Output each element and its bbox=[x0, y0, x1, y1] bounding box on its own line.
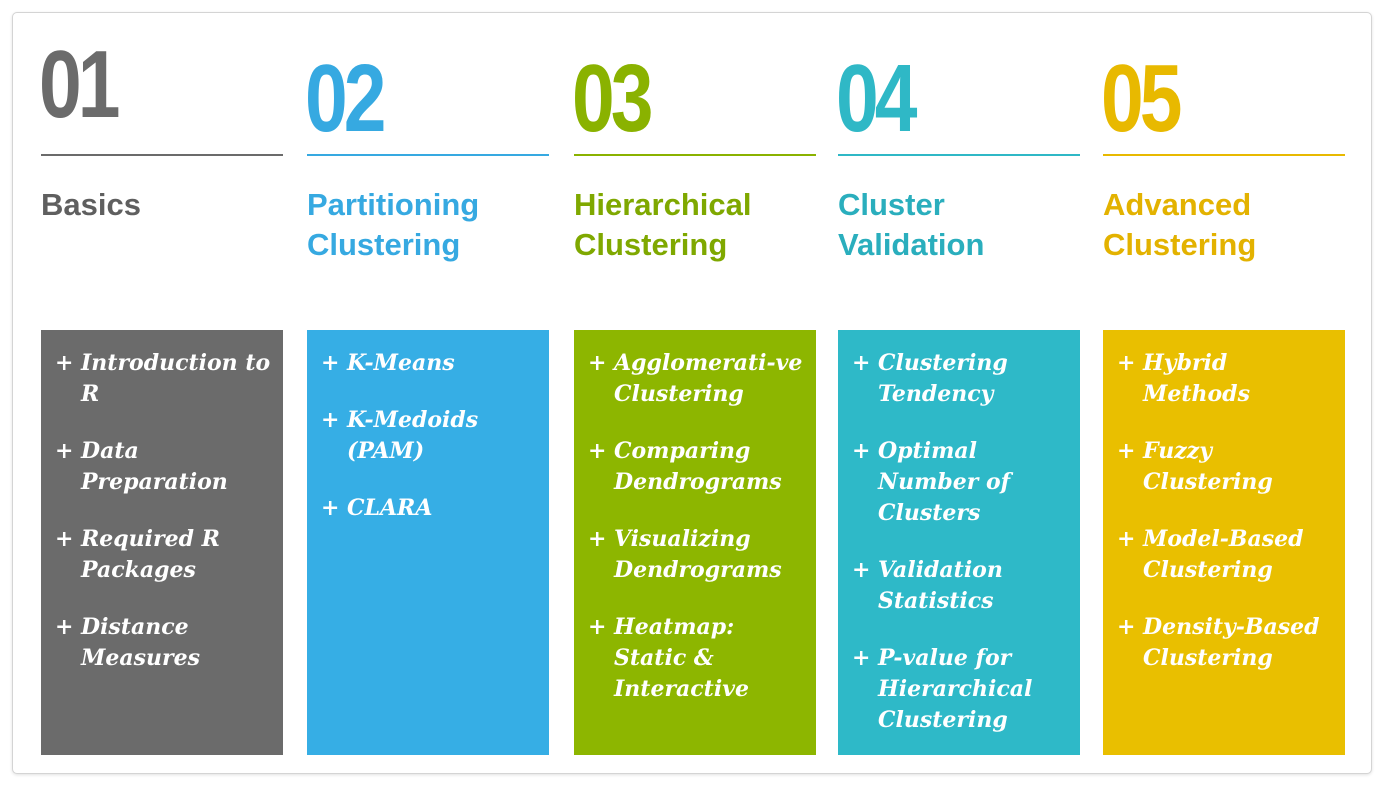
topic-label: Data Preparation bbox=[81, 438, 228, 495]
topic-item[interactable]: + Heatmap: Static & Interactive bbox=[588, 612, 808, 705]
topic-item[interactable]: + Data Preparation bbox=[55, 436, 275, 498]
plus-icon: + bbox=[1117, 614, 1136, 640]
plus-icon: + bbox=[588, 438, 607, 464]
plus-icon: + bbox=[852, 557, 871, 583]
plus-icon: + bbox=[321, 495, 340, 521]
plus-icon: + bbox=[588, 526, 607, 552]
topic-label: Visualizing Dendrograms bbox=[614, 526, 782, 583]
topic-item[interactable]: + Required R Packages bbox=[55, 524, 275, 586]
topics-list: + Agglomerati-ve Clustering + Comparing De… bbox=[588, 348, 808, 705]
topic-label: P-value for Hierarchical Clustering bbox=[878, 645, 1033, 733]
plus-icon: + bbox=[1117, 350, 1136, 376]
topic-label: Fuzzy Clustering bbox=[1143, 438, 1273, 495]
plus-icon: + bbox=[55, 614, 74, 640]
section-title: Partitioning Clustering bbox=[307, 187, 480, 262]
topic-item[interactable]: + Agglomerati-ve Clustering bbox=[588, 348, 808, 410]
topic-label: Hybrid Methods bbox=[1143, 350, 1250, 407]
section-title: Cluster Validation bbox=[838, 187, 985, 262]
topic-item[interactable]: + Density-Based Clustering bbox=[1117, 612, 1337, 674]
plus-icon: + bbox=[588, 614, 607, 640]
topic-item[interactable]: + CLARA bbox=[321, 493, 541, 524]
topic-item[interactable]: + Hybrid Methods bbox=[1117, 348, 1337, 410]
topic-label: Optimal Number of Clusters bbox=[878, 438, 1011, 526]
plus-icon: + bbox=[55, 350, 74, 376]
topics-box: + Introduction to R + Data Preparation + Re… bbox=[41, 330, 283, 755]
topic-label: Heatmap: Static & Interactive bbox=[614, 614, 749, 702]
topic-item[interactable]: + P-value for Hierarchical Clustering bbox=[852, 643, 1072, 736]
plus-icon: + bbox=[55, 526, 74, 552]
section-number: 03 bbox=[572, 45, 653, 152]
section-number: 02 bbox=[305, 45, 386, 152]
topic-item[interactable]: + Validation Statistics bbox=[852, 555, 1072, 617]
topics-list: + K-Means + K-Medoids (PAM) + CLARA bbox=[321, 348, 541, 524]
plus-icon: + bbox=[1117, 438, 1136, 464]
topic-label: Comparing Dendrograms bbox=[614, 438, 782, 495]
topic-label: Clustering Tendency bbox=[878, 350, 1008, 407]
topic-item[interactable]: + Optimal Number of Clusters bbox=[852, 436, 1072, 529]
section-title: Hierarchical Clustering bbox=[574, 187, 752, 262]
topic-label: Distance Measures bbox=[81, 614, 200, 671]
plus-icon: + bbox=[852, 438, 871, 464]
topic-item[interactable]: + K-Medoids (PAM) bbox=[321, 405, 541, 467]
plus-icon: + bbox=[321, 407, 340, 433]
section-divider bbox=[307, 154, 549, 156]
topics-box: + Agglomerati-ve Clustering + Comparing De… bbox=[574, 330, 816, 755]
topic-item[interactable]: + Comparing Dendrograms bbox=[588, 436, 808, 498]
plus-icon: + bbox=[1117, 526, 1136, 552]
section-title: Basics bbox=[41, 187, 141, 222]
topics-list: + Hybrid Methods + Fuzzy Clustering + Model… bbox=[1117, 348, 1337, 674]
topic-label: Agglomerati-ve Clustering bbox=[614, 350, 803, 407]
plus-icon: + bbox=[321, 350, 340, 376]
topic-label: K-Means bbox=[347, 350, 455, 376]
section-divider bbox=[41, 154, 283, 156]
topic-label: Model-Based Clustering bbox=[1143, 526, 1304, 583]
topics-box: + Hybrid Methods + Fuzzy Clustering + Model… bbox=[1103, 330, 1345, 755]
plus-icon: + bbox=[588, 350, 607, 376]
column-hierarchical: 03 Hierarchical Clustering + Agglomerati-… bbox=[572, 13, 816, 775]
section-divider bbox=[574, 154, 816, 156]
topics-box: + K-Means + K-Medoids (PAM) + CLARA bbox=[307, 330, 549, 755]
plus-icon: + bbox=[55, 438, 74, 464]
column-basics: 01 Basics + Introduction to R + Data Prepa… bbox=[39, 13, 283, 775]
topic-item[interactable]: + K-Means bbox=[321, 348, 541, 379]
topic-label: Density-Based Clustering bbox=[1143, 614, 1320, 671]
section-divider bbox=[1103, 154, 1345, 156]
topic-label: K-Medoids (PAM) bbox=[347, 407, 479, 464]
topic-label: Required R Packages bbox=[81, 526, 220, 583]
clustering-overview-panel: 01 Basics + Introduction to R + Data Prepa… bbox=[12, 12, 1372, 774]
section-title: Advanced Clustering bbox=[1103, 187, 1257, 262]
topic-item[interactable]: + Visualizing Dendrograms bbox=[588, 524, 808, 586]
topic-label: Introduction to R bbox=[81, 350, 271, 407]
topic-item[interactable]: + Introduction to R bbox=[55, 348, 275, 410]
topic-item[interactable]: + Fuzzy Clustering bbox=[1117, 436, 1337, 498]
topic-label: CLARA bbox=[347, 495, 433, 521]
section-divider bbox=[838, 154, 1080, 156]
column-partitioning: 02 Partitioning Clustering + K-Means + K-M… bbox=[305, 13, 549, 775]
topics-list: + Clustering Tendency + Optimal Number of … bbox=[852, 348, 1072, 736]
section-number: 05 bbox=[1101, 45, 1182, 152]
column-advanced: 05 Advanced Clustering + Hybrid Methods +… bbox=[1101, 13, 1345, 775]
section-number: 01 bbox=[39, 31, 120, 138]
topics-list: + Introduction to R + Data Preparation + Re… bbox=[55, 348, 275, 674]
plus-icon: + bbox=[852, 645, 871, 671]
topic-item[interactable]: + Clustering Tendency bbox=[852, 348, 1072, 410]
plus-icon: + bbox=[852, 350, 871, 376]
topic-item[interactable]: + Model-Based Clustering bbox=[1117, 524, 1337, 586]
column-validation: 04 Cluster Validation + Clustering Tenden… bbox=[836, 13, 1080, 775]
topics-box: + Clustering Tendency + Optimal Number of … bbox=[838, 330, 1080, 755]
topic-label: Validation Statistics bbox=[878, 557, 1003, 614]
section-number: 04 bbox=[836, 45, 917, 152]
topic-item[interactable]: + Distance Measures bbox=[55, 612, 275, 674]
